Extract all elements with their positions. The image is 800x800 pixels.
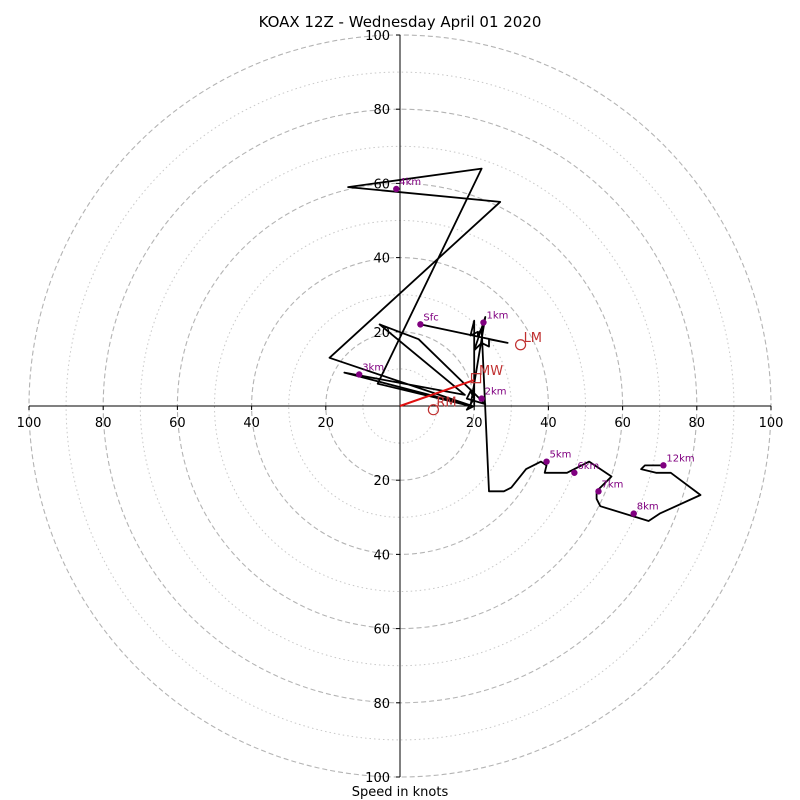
x-tick-label: 80 [95,416,112,431]
y-tick-label: 80 [373,697,390,712]
height-marker [393,185,400,193]
x-tick-label: 80 [689,416,706,431]
storm-marker-label: LM [524,331,542,346]
storm-marker-circle [514,339,527,351]
height-marker-label: 7km [601,479,623,490]
y-tick-label: 20 [373,474,390,489]
y-tick-label: 40 [373,548,390,563]
hodograph-line [328,167,702,522]
storm-marker-square [470,373,482,384]
x-tick-label: 100 [759,416,784,431]
y-tick-label: 80 [373,103,390,118]
x-axis-label: Speed in knots [352,785,449,800]
height-marker-label: Sfc [423,312,438,323]
y-tick-label: 100 [365,771,390,786]
hodograph-trace [328,167,702,522]
height-marker-label: 6km [577,461,599,472]
y-tick-label: 100 [365,29,390,44]
chart-title: KOAX 12Z - Wednesday April 01 2020 [259,13,542,31]
x-tick-label: 100 [17,416,42,431]
height-marker-label: 5km [550,450,572,461]
storm-motion: LM MW RM [399,331,542,416]
height-marker [543,458,550,465]
x-tick-label: 60 [614,416,631,431]
y-tick-label: 60 [373,623,390,638]
height-marker [478,395,485,402]
height-marker [630,510,637,517]
height-marker [660,462,667,469]
height-marker [480,319,487,326]
height-marker-label: 8km [637,502,659,513]
storm-marker-circle [427,404,439,416]
mean-wind-vector [399,379,475,407]
height-marker [355,371,363,378]
height-marker-label: 2km [485,387,507,398]
x-tick-label: 60 [169,416,186,431]
height-marker [595,488,602,495]
y-tick-label: 40 [373,252,390,267]
height-marker [571,469,578,476]
storm-marker-label: MW [479,364,503,379]
x-tick-label: 40 [243,416,260,431]
x-tick-label: 20 [318,416,335,431]
storm-marker-label: RM [436,396,456,411]
x-tick-label: 20 [466,416,483,431]
height-marker-label: 1km [486,311,508,322]
x-tick-label: 40 [540,416,557,431]
height-marker-label: 4km [399,177,421,188]
height-marker-label: 12km [666,453,694,464]
height-marker-label: 3km [362,362,384,373]
height-marker [417,321,424,328]
tick-labels: 100 80 60 40 20 20 40 60 80 100100806040202040608… [17,29,784,786]
